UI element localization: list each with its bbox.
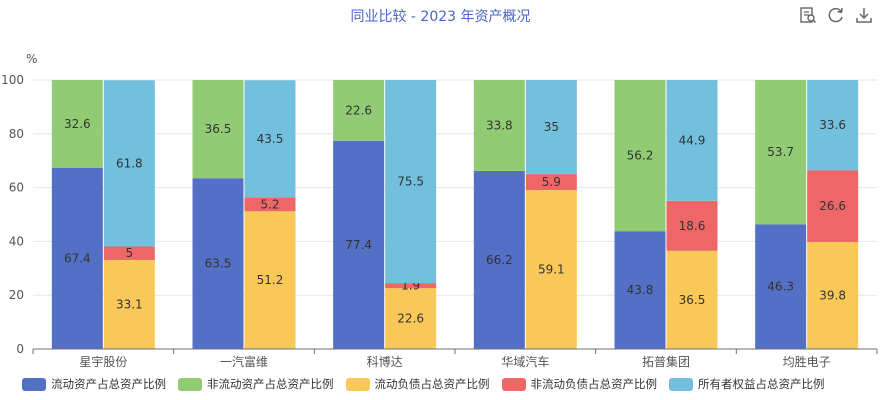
bar-value-label: 5.9 [542,175,561,189]
data-view-icon[interactable] [797,4,819,26]
bar-value-label: 33.1 [116,297,143,311]
x-tick-label: 星宇股份 [79,355,127,369]
bar-segment[interactable] [525,80,577,175]
bar-value-label: 67.4 [64,251,91,265]
bar-segment[interactable] [525,174,577,191]
legend-label: 流动资产占总资产比例 [51,377,166,391]
bar-value-label: 33.6 [819,118,846,132]
restore-icon[interactable] [825,4,847,26]
bar-segment[interactable] [103,80,155,247]
legend-item[interactable]: 非流动负债占总资产比例 [501,376,658,392]
bar-segment[interactable] [473,80,525,171]
bar-value-label: 35 [544,120,559,134]
download-icon[interactable] [853,4,875,26]
legend-swatch [345,377,370,391]
y-axis-label: % [26,52,37,66]
bar-segment[interactable] [807,241,859,349]
bar-segment[interactable] [525,190,577,349]
bar-value-label: 46.3 [767,280,794,294]
bar-segment[interactable] [333,140,385,349]
chart-title: 同业比较 - 2023 年资产概况 [350,9,531,25]
y-tick-label: 80 [9,127,24,141]
bar-segment[interactable] [244,197,296,212]
legend-item[interactable]: 流动负债占总资产比例 [345,376,490,392]
bar-value-label: 22.6 [397,312,424,326]
bar-segment[interactable] [666,80,718,201]
bar-value-label: 5.2 [260,197,279,211]
bar-segment[interactable] [666,200,718,251]
bar-segment[interactable] [244,211,296,349]
bar-segment[interactable] [807,170,859,242]
bar-value-label: 63.5 [205,257,232,271]
y-tick-label: 0 [16,342,24,356]
legend-swatch [501,377,526,391]
bar-segment[interactable] [103,246,155,260]
legend-item[interactable]: 流动资产占总资产比例 [22,376,166,392]
bar-value-label: 61.8 [116,156,143,170]
bar-value-label: 43.5 [257,132,284,146]
bar-segment[interactable] [333,80,385,141]
legend-label: 非流动负债占总资产比例 [530,377,658,391]
y-tick-label: 100 [1,73,24,87]
x-tick-label: 一汽富维 [220,354,268,369]
bar-value-label: 43.8 [627,283,654,297]
bar-value-label: 51.2 [257,273,284,287]
bar-segment[interactable] [807,80,859,171]
bar-segment[interactable] [385,283,437,289]
y-tick-label: 40 [9,234,24,248]
bar-value-label: 32.6 [64,117,91,131]
x-tick-label: 拓普集团 [642,354,690,369]
bar-value-label: 22.6 [345,103,372,117]
bar-segment[interactable] [614,231,666,349]
bar-value-label: 44.9 [679,133,706,147]
bars: 67.4 32.6 33.1 5 61.8 63.5 36.5 51.2 5.2 43.5 77.4… [51,80,859,349]
bar-value-label: 59.1 [538,263,565,277]
bar-value-label: 36.5 [205,122,232,136]
legend-swatch [669,377,693,391]
legend: 流动资产占总资产比例 非流动资产占总资产比例 流动负债占总资产比例 非流动负债占总资产… [22,376,837,392]
bar-segment[interactable] [192,80,244,179]
bar-segment[interactable] [385,288,437,349]
bar-segment[interactable] [755,224,807,349]
x-tick-label: 华域汽车 [501,354,549,369]
chart-toolbar [797,4,875,26]
grid-lines [33,79,877,296]
bar-segment[interactable] [614,80,666,232]
bar-segment[interactable] [103,259,155,349]
bar-value-label: 77.4 [345,238,372,252]
bar-segment[interactable] [666,250,718,349]
bar-value-label: 26.6 [819,199,846,213]
legend-label: 非流动资产占总资产比例 [207,377,334,391]
legend-item[interactable]: 非流动资产占总资产比例 [178,376,334,392]
y-tick-label: 60 [9,181,24,195]
bar-value-label: 33.8 [486,118,513,132]
bar-value-label: 18.6 [679,219,706,233]
legend-item[interactable]: 所有者权益占总资产比例 [669,376,825,392]
legend-swatch [178,377,202,391]
bar-segment[interactable] [192,178,244,349]
bar-segment[interactable] [51,80,103,168]
y-tick-label: 20 [9,288,24,302]
legend-label: 所有者权益占总资产比例 [698,377,825,391]
bar-value-label: 36.5 [679,293,706,307]
x-axis: 星宇股份 一汽富维 科博达 华域汽车 拓普集团 均胜电子 [32,348,878,369]
bar-segment[interactable] [473,170,525,349]
bar-value-label: 56.2 [627,149,654,163]
legend-swatch [22,377,46,391]
bar-value-label: 66.2 [486,253,513,267]
bar-segment[interactable] [51,167,103,349]
bar-value-label: 53.7 [767,145,794,159]
bar-segment[interactable] [385,80,437,284]
bar-value-label: 39.8 [819,288,846,302]
bar-segment[interactable] [755,80,807,225]
x-tick-label: 科博达 [367,354,403,369]
bar-segment[interactable] [244,80,296,198]
bar-value-label: 5 [126,246,134,260]
legend-label: 流动负债占总资产比例 [374,377,490,391]
x-tick-label: 均胜电子 [783,354,831,369]
bar-value-label: 75.5 [397,175,424,189]
y-axis-ticks: 0 20 40 60 80 100 [1,73,24,356]
